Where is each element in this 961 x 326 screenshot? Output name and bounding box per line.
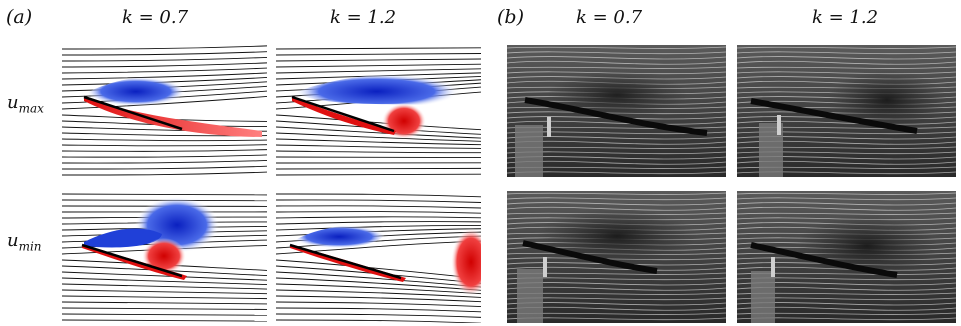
negative-vorticity-region — [292, 225, 387, 249]
mount-rod — [777, 115, 781, 135]
sim-field-umin-k12 — [276, 193, 481, 323]
panel-a-label: (a) — [6, 6, 33, 28]
streamlines — [276, 193, 481, 323]
airfoil — [750, 98, 918, 134]
support-strut — [517, 269, 543, 323]
column-label-a2: k = 1.2 — [330, 7, 397, 28]
negative-vorticity-region — [86, 77, 186, 107]
column-label-b1: k = 0.7 — [576, 7, 643, 28]
airfoil — [83, 95, 183, 131]
smoke-image-umax-k12 — [737, 45, 956, 177]
sim-panel-umin-k07 — [62, 190, 267, 323]
row-label-umin-sub: min — [18, 239, 42, 254]
negative-vorticity-region — [84, 228, 162, 248]
positive-vorticity-region — [84, 97, 262, 137]
column-label-a1: k = 0.7 — [122, 7, 189, 28]
mount-rod — [771, 257, 775, 277]
sim-panel-umin-k12 — [276, 190, 481, 323]
positive-vorticity-region — [292, 97, 396, 135]
mount-rod — [543, 257, 547, 277]
positive-vorticity-vortex — [451, 228, 481, 296]
sim-panel-umax-k12 — [276, 45, 481, 178]
row-label-umin-main: u — [7, 230, 19, 251]
smoke-image-umin-k12 — [737, 191, 956, 323]
smoke-photo-umax-k12 — [737, 45, 956, 177]
sim-panel-umax-k07 — [62, 45, 267, 178]
smoke-photo-umin-k12 — [737, 191, 956, 323]
column-label-b2: k = 1.2 — [812, 7, 879, 28]
streamlines — [62, 45, 267, 176]
row-label-umin: umin — [7, 230, 42, 254]
support-strut — [515, 125, 543, 177]
positive-vorticity-vortex — [142, 238, 186, 274]
sim-field-umax-k12 — [276, 47, 481, 176]
smoke-photo-umin-k07 — [507, 191, 726, 323]
airfoil — [289, 243, 402, 280]
smoke-photo-umax-k07 — [507, 45, 726, 177]
row-label-umax: umax — [7, 92, 44, 116]
sim-field-umax-k07 — [62, 45, 267, 176]
airfoil — [81, 243, 183, 278]
smoke-image-umax-k07 — [507, 45, 726, 177]
airfoil — [750, 242, 898, 278]
panel-b-label: (b) — [497, 6, 524, 28]
negative-vorticity-region — [294, 73, 460, 109]
airfoil — [522, 240, 658, 274]
airfoil — [524, 97, 708, 136]
row-label-umax-sub: max — [18, 101, 44, 116]
streamlines — [276, 47, 481, 176]
support-strut — [751, 271, 775, 323]
row-label-umax-main: u — [7, 92, 19, 113]
smoke-image-umin-k07 — [507, 191, 726, 323]
airfoil — [291, 95, 395, 133]
mount-rod — [547, 117, 551, 137]
sim-field-umin-k07 — [62, 193, 267, 322]
